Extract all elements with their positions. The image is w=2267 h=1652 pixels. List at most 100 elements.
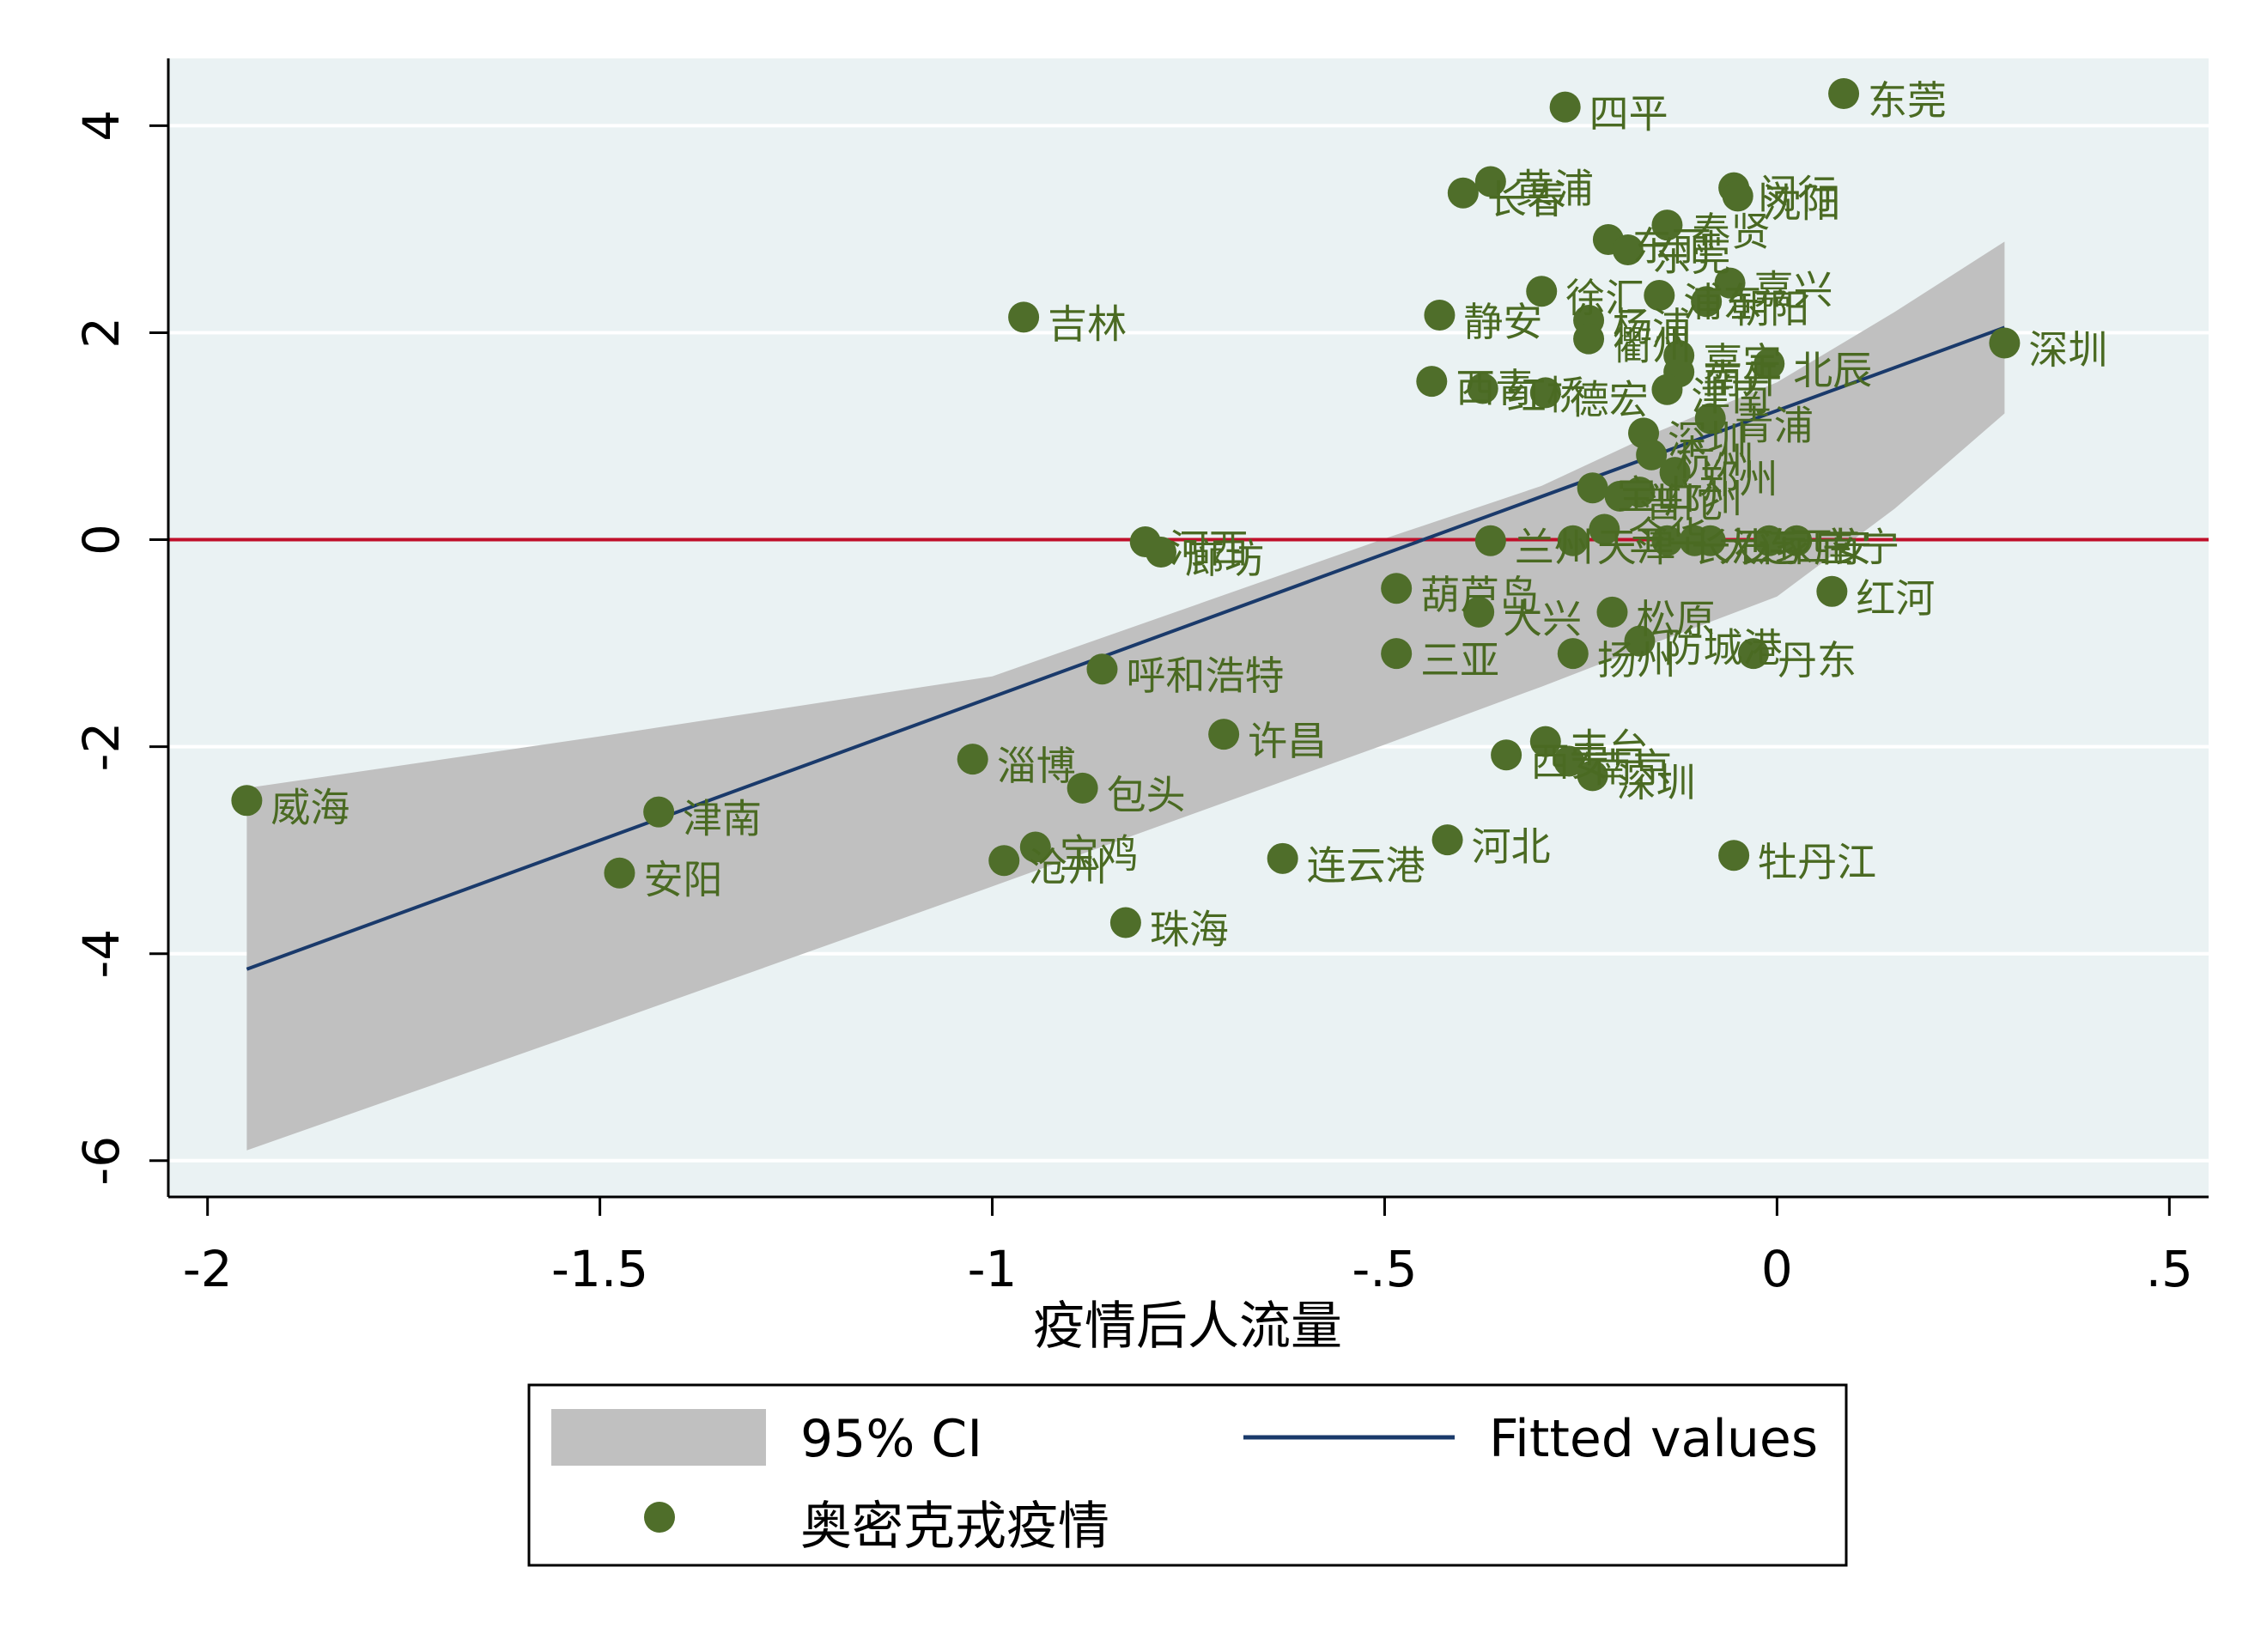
- data-point: [1008, 301, 1040, 333]
- point-label: 沧州: [1028, 844, 1107, 890]
- data-point: [1553, 745, 1585, 777]
- data-point: [643, 796, 675, 828]
- point-label: 黄浦: [1515, 165, 1594, 211]
- point-label: 杭州: [1675, 439, 1754, 485]
- point-label: 奉贤: [1691, 209, 1770, 255]
- legend-ci-label: 95% CI: [800, 1409, 982, 1469]
- point-label: 沈阳: [1762, 179, 1841, 226]
- data-point: [1644, 280, 1675, 312]
- point-label: 郑州: [1699, 456, 1778, 502]
- point-label: 杨浦: [1613, 304, 1692, 350]
- y-tick-label: -2: [72, 722, 131, 772]
- point-label: 青浦: [1735, 402, 1814, 448]
- data-point: [1529, 377, 1561, 409]
- data-point: [1208, 719, 1240, 750]
- point-label: 南开: [1703, 355, 1782, 402]
- data-point: [1109, 907, 1141, 938]
- data-point: [1651, 525, 1683, 556]
- point-label: 北辰: [1793, 348, 1872, 394]
- point-label: 安阳: [643, 857, 722, 903]
- point-label: 嘉兴: [1754, 267, 1833, 313]
- data-point: [1573, 323, 1605, 355]
- point-label: 长沙: [1691, 525, 1770, 571]
- data-point: [1694, 403, 1726, 434]
- axes-layer: -6 -4 -2 0 2 4 -2 -1.5 -1 -.5 0 .5: [72, 58, 2209, 1298]
- data-point: [1714, 267, 1746, 299]
- point-label: 朝阳: [1730, 285, 1809, 331]
- point-label: 许昌: [1248, 718, 1327, 764]
- y-tick-label: 2: [72, 317, 131, 349]
- data-point: [1474, 525, 1506, 556]
- data-point: [604, 857, 635, 889]
- data-point: [1431, 824, 1463, 856]
- data-point: [1753, 525, 1785, 556]
- point-label: 河北: [1472, 823, 1551, 870]
- confidence-band: [246, 241, 2005, 1151]
- point-label: 西安: [1530, 738, 1609, 785]
- data-point: [1267, 842, 1298, 874]
- point-label: 兰州: [1515, 525, 1594, 571]
- data-point: [231, 785, 263, 817]
- point-label: 东莞: [1652, 234, 1731, 280]
- y-tick-label: -6: [72, 1136, 131, 1186]
- fitted-line: [246, 325, 2006, 971]
- point-label: 东丽: [1632, 223, 1711, 270]
- data-point: [1624, 625, 1656, 657]
- point-label: 松原: [1636, 596, 1715, 642]
- point-label: 宝山: [1617, 471, 1696, 518]
- legend-ci-swatch: [551, 1409, 766, 1466]
- point-label: 静安: [1463, 299, 1542, 345]
- point-label: 衢州: [1613, 323, 1692, 369]
- point-label: 金华: [1628, 513, 1707, 559]
- data-point: [1019, 831, 1051, 863]
- point-label: 红桥: [1507, 373, 1586, 419]
- data-point: [1424, 299, 1456, 331]
- point-label: 南宁: [1820, 525, 1899, 571]
- data-point: [1659, 457, 1691, 489]
- point-label: 石家庄: [1735, 525, 1853, 571]
- data-point: [1694, 525, 1726, 556]
- data-point: [1146, 537, 1177, 568]
- data-point: [1067, 772, 1098, 804]
- point-label: 广州: [1663, 476, 1742, 522]
- point-label: 深圳: [1668, 416, 1747, 463]
- data-point: [1526, 276, 1558, 307]
- point-label: 嘉定: [1703, 339, 1782, 386]
- point-label: 浦东: [1683, 279, 1762, 325]
- x-tick-label: -1: [968, 1240, 1018, 1298]
- point-label: 天津: [1597, 525, 1676, 571]
- x-tick-label: -.5: [1352, 1240, 1417, 1298]
- data-point: [1828, 77, 1860, 109]
- legend-fit-label: Fitted values: [1489, 1409, 1818, 1469]
- x-tick-label: .5: [2146, 1240, 2193, 1298]
- x-axis-title: 疫情后人流量: [1033, 1297, 1342, 1357]
- point-label: 淄博: [997, 743, 1076, 789]
- data-point: [1691, 286, 1723, 318]
- x-tick-label: -1.5: [551, 1240, 648, 1298]
- data-point: [1596, 596, 1628, 628]
- data-point: [1557, 525, 1589, 556]
- data-point: [1381, 573, 1413, 604]
- point-label: 丰台: [1570, 726, 1649, 772]
- x-tick-label: 0: [1761, 1240, 1793, 1298]
- data-point: [1604, 480, 1636, 512]
- data-point: [1989, 327, 2021, 359]
- point-label: 防城港: [1663, 625, 1782, 671]
- data-point: [1474, 166, 1506, 197]
- data-point: [1737, 638, 1769, 670]
- point-label: 廊坊: [1185, 536, 1264, 582]
- data-point: [1636, 439, 1668, 471]
- data-point: [988, 845, 1020, 877]
- data-point: [1577, 760, 1608, 792]
- data-point: [1529, 726, 1561, 757]
- point-label: 河西: [1170, 525, 1249, 572]
- data-point: [1718, 840, 1750, 872]
- y-tick-label: -4: [72, 929, 131, 979]
- data-point: [1381, 638, 1413, 670]
- data-point: [1722, 180, 1753, 212]
- point-label: 西安: [1793, 525, 1872, 571]
- points-layer: [231, 77, 2021, 938]
